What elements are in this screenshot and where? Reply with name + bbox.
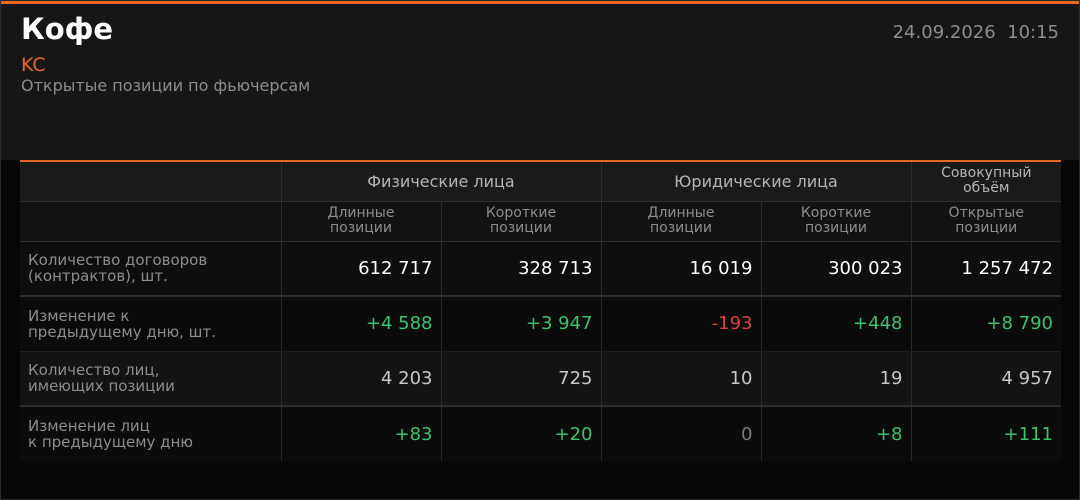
header: Кофе KC Открытые позиции по фьючерсам 24… xyxy=(1,1,1079,160)
subtitle: Открытые позиции по фьючерсам xyxy=(21,76,311,95)
data-row: Количество договоров (контрактов), шт. 61… xyxy=(20,241,1061,297)
cell-value: 612 717 xyxy=(280,241,441,297)
cell-value: +4 588 xyxy=(280,296,441,352)
column-header: Короткие позиции xyxy=(440,201,601,242)
cell-value: 10 xyxy=(600,351,761,407)
cell-value: +111 xyxy=(910,406,1061,461)
date: 24.09.2026 xyxy=(892,22,996,43)
corner-cell xyxy=(20,201,281,242)
cell-value: 0 xyxy=(600,406,761,461)
cell-value: +8 xyxy=(760,406,911,461)
column-header: Длинные позиции xyxy=(280,201,441,242)
cell-value: 328 713 xyxy=(440,241,601,297)
datetime: 24.09.2026 10:15 xyxy=(893,22,1059,43)
cell-value: 19 xyxy=(760,351,911,407)
column-header: Короткие позиции xyxy=(760,201,911,242)
group-header: Физические лица xyxy=(280,161,601,202)
ticker: KC xyxy=(21,54,46,76)
cell-value: 300 023 xyxy=(760,241,911,297)
cell-value: +83 xyxy=(280,406,441,461)
row-label: Количество договоров (контрактов), шт. xyxy=(20,241,281,297)
column-header: Открытые позиции xyxy=(910,201,1061,242)
column-header-row: Длинные позиции Короткие позиции Длинные п… xyxy=(20,201,1061,242)
row-label: Изменение к предыдущему дню, шт. xyxy=(20,296,281,352)
group-header: Совокупный объём xyxy=(910,161,1061,202)
column-header: Длинные позиции xyxy=(600,201,761,242)
cell-value: -193 xyxy=(600,296,761,352)
title: Кофе xyxy=(21,12,114,46)
time: 10:15 xyxy=(1007,22,1059,43)
row-label: Изменение лиц к предыдущему дню xyxy=(20,406,281,461)
cell-value: 4 203 xyxy=(280,351,441,407)
corner-cell xyxy=(20,161,281,202)
data-row: Изменение лиц к предыдущему дню +83 +20 0 +8… xyxy=(20,406,1061,461)
cell-value: +448 xyxy=(760,296,911,352)
cell-value: +8 790 xyxy=(910,296,1061,352)
cell-value: 16 019 xyxy=(600,241,761,297)
cell-value: +20 xyxy=(440,406,601,461)
positions-table: Физические лица Юридические лица Совокупны… xyxy=(20,160,1061,461)
group-header-row: Физические лица Юридические лица Совокупны… xyxy=(20,161,1061,202)
data-row: Изменение к предыдущему дню, шт. +4 588 +3… xyxy=(20,296,1061,352)
cell-value: +3 947 xyxy=(440,296,601,352)
cell-value: 725 xyxy=(440,351,601,407)
cell-value: 4 957 xyxy=(910,351,1061,407)
group-header: Юридические лица xyxy=(600,161,911,202)
row-label: Количество лиц, имеющих позиции xyxy=(20,351,281,407)
cell-value: 1 257 472 xyxy=(910,241,1061,297)
data-row: Количество лиц, имеющих позиции 4 203 725 1… xyxy=(20,351,1061,407)
